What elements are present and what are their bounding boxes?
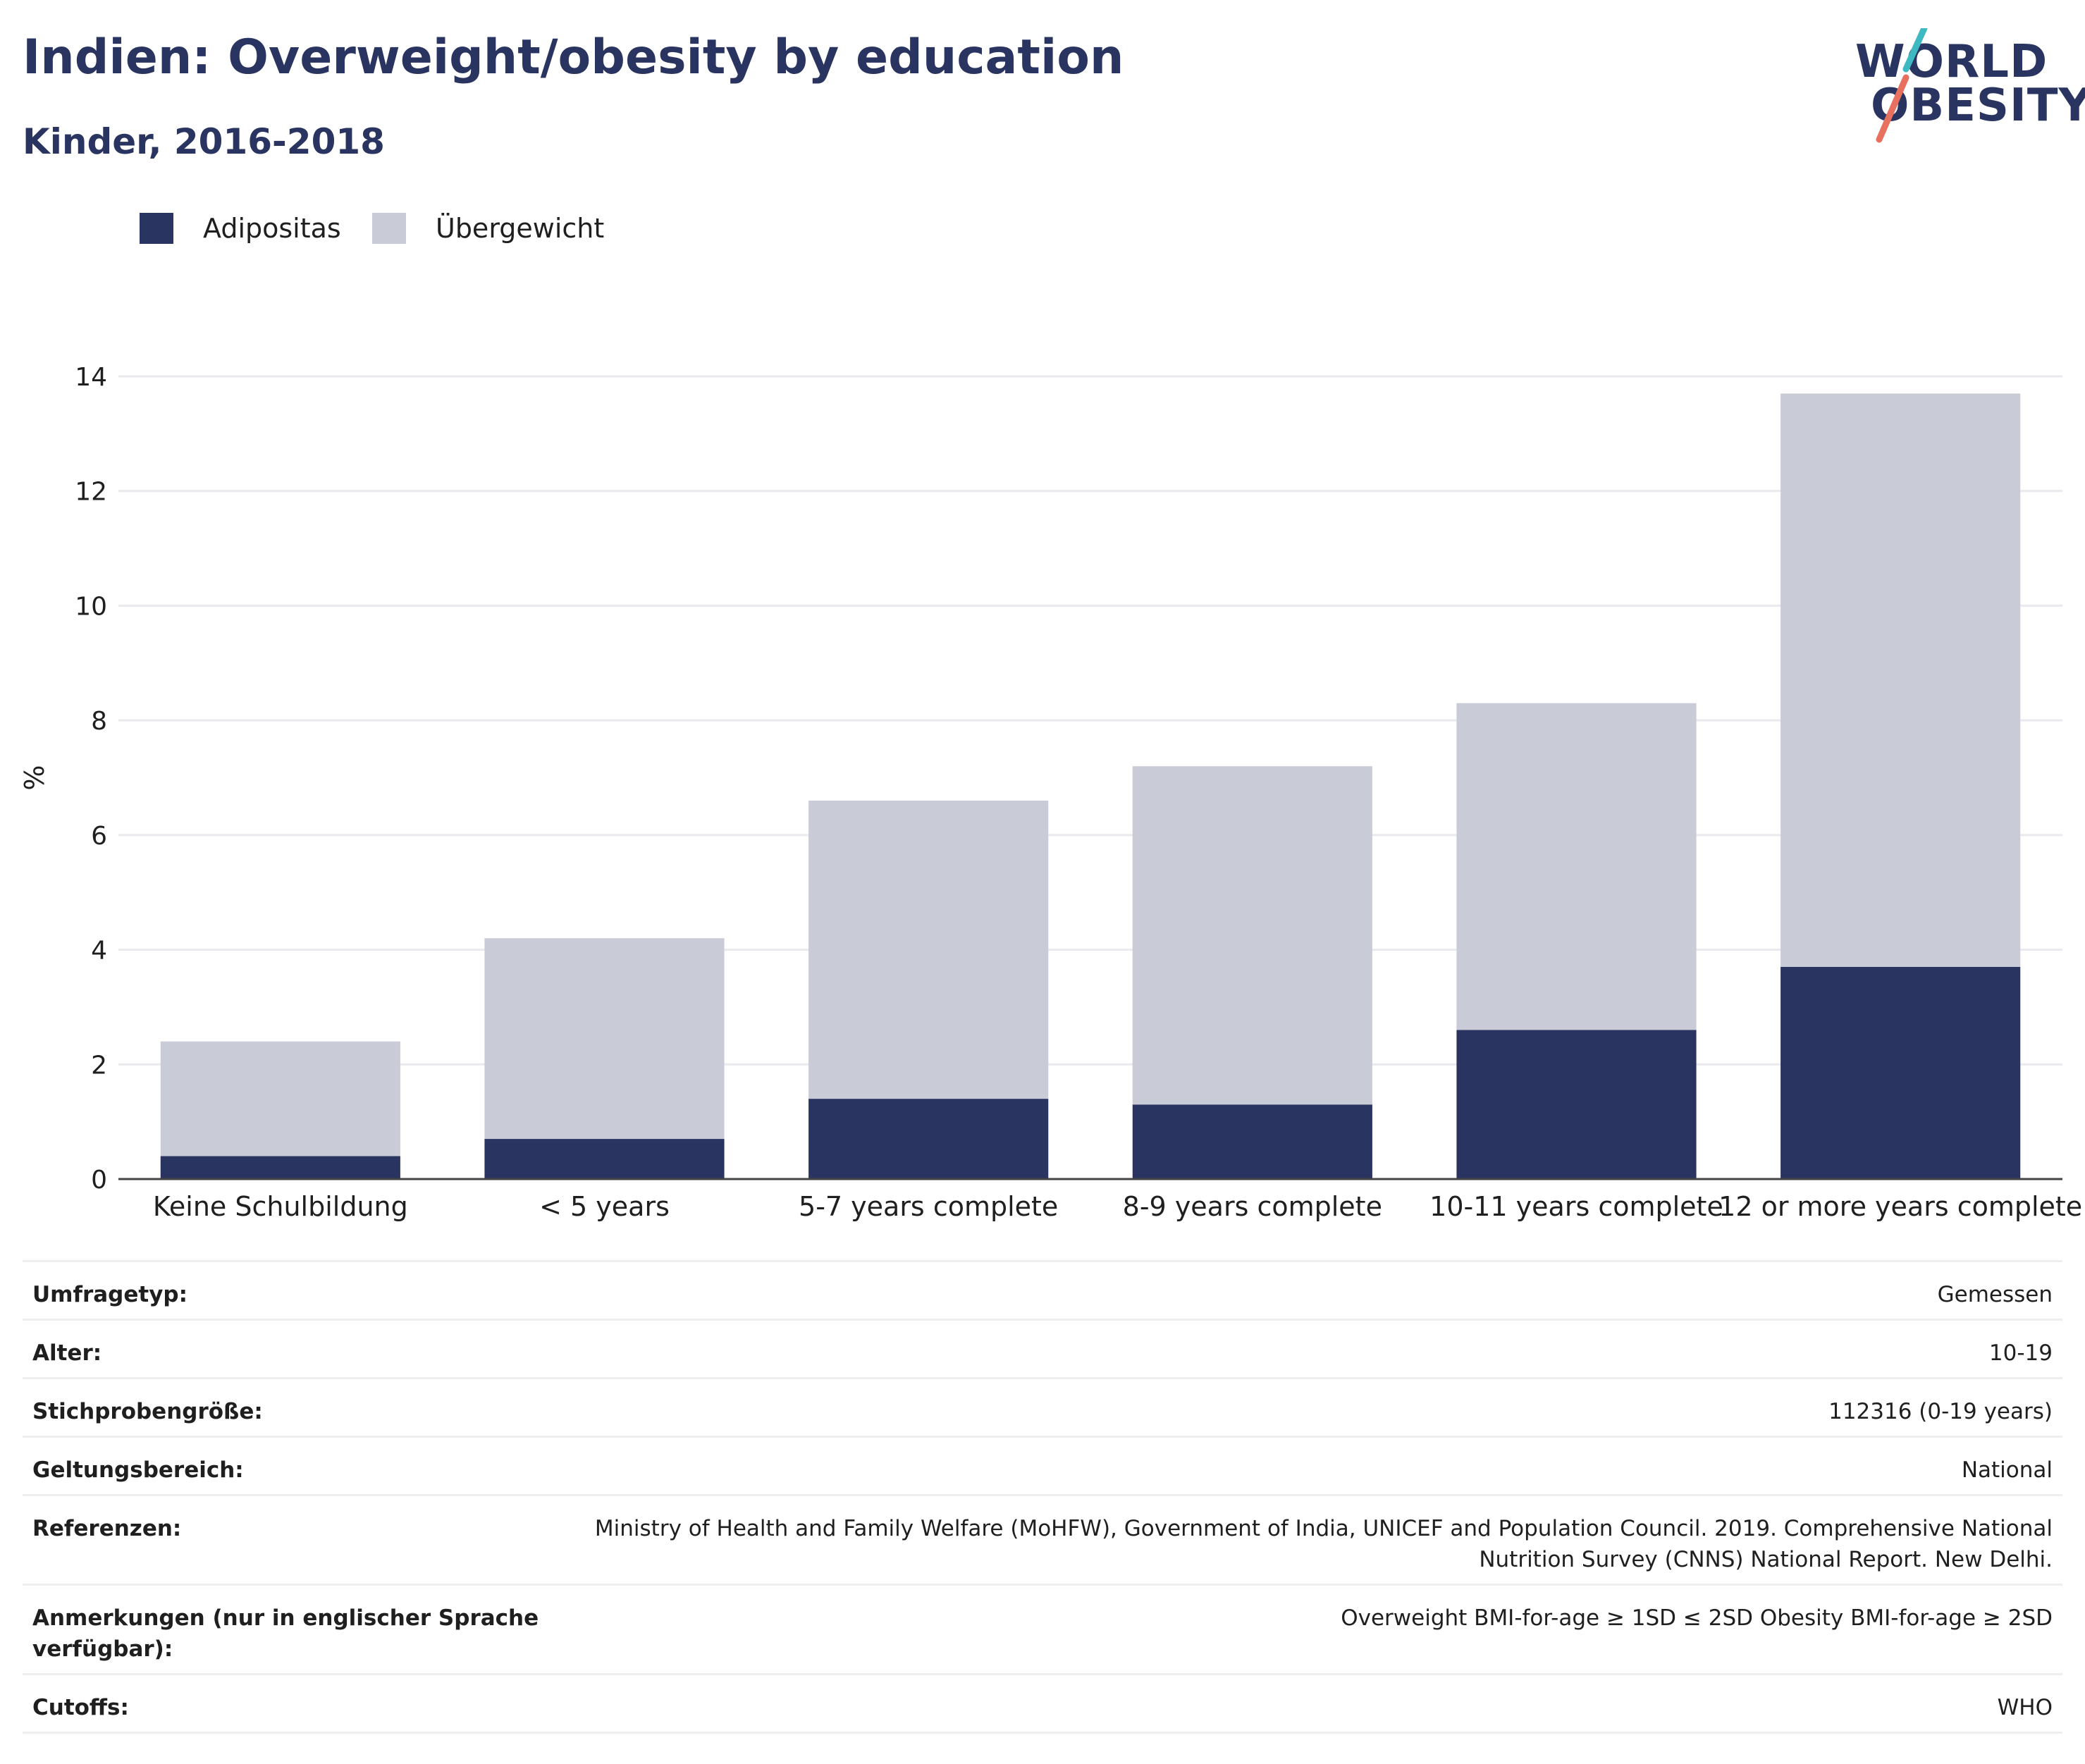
legend-swatch-adipositas xyxy=(140,213,173,244)
legend-label-uebergewicht: Übergewicht xyxy=(436,213,605,244)
y-tick-labels: 0 2 4 6 8 10 12 14 xyxy=(75,363,107,1195)
x-category-label: 8-9 years complete xyxy=(1123,1191,1382,1222)
y-tick-label: 2 xyxy=(91,1051,107,1080)
x-category-labels: Keine Schulbildung < 5 years 5-7 years com… xyxy=(153,1191,2082,1222)
bar-segment-adipositas xyxy=(160,1156,400,1179)
x-category-label: 10-11 years complete xyxy=(1429,1191,1723,1222)
meta-label: Geltungsbereich: xyxy=(32,1457,244,1483)
meta-value: Overweight BMI-for-age ≥ 1SD ≤ 2SD Obesi… xyxy=(1341,1605,2053,1631)
x-category-label: 12 or more years complete xyxy=(1718,1191,2082,1222)
y-tick-label: 0 xyxy=(91,1166,107,1195)
bar-segment-adipositas xyxy=(808,1099,1049,1179)
bar-segment-uebergewicht xyxy=(1132,766,1372,1105)
meta-row-notes: Anmerkungen (nur in englischer Sprache v… xyxy=(23,1584,2062,1673)
bar-segment-uebergewicht xyxy=(1456,703,1697,1030)
meta-label: Referenzen: xyxy=(32,1516,182,1541)
meta-label: Cutoffs: xyxy=(32,1695,129,1720)
metadata-table: Umfragetyp: Gemessen Alter: 10-19 Stichp… xyxy=(23,1260,2062,1734)
y-tick-label: 6 xyxy=(91,822,107,851)
y-tick-label: 10 xyxy=(75,592,107,621)
meta-label: Anmerkungen (nur in englischer Sprache v… xyxy=(32,1605,539,1662)
y-tick-label: 12 xyxy=(75,478,107,507)
legend-swatch-uebergewicht xyxy=(372,213,406,244)
meta-row-cutoffs: Cutoffs: WHO xyxy=(23,1673,2062,1734)
x-category-label: Keine Schulbildung xyxy=(153,1191,408,1222)
bar-chart: 0 2 4 6 8 10 12 14 Keine Schulbildung < 5 years 5… xyxy=(19,363,2082,1222)
bars xyxy=(160,393,2021,1179)
meta-value: National xyxy=(1961,1457,2053,1483)
meta-label: Umfragetyp: xyxy=(32,1282,187,1307)
logo-slash-icon xyxy=(1876,28,1928,143)
bar-segment-uebergewicht xyxy=(160,1041,400,1157)
meta-row-references: Referenzen: Ministry of Health and Famil… xyxy=(23,1494,2062,1584)
meta-row-age: Alter: 10-19 xyxy=(23,1319,2062,1377)
meta-row-survey-type: Umfragetyp: Gemessen xyxy=(23,1260,2062,1319)
x-category-label: 5-7 years complete xyxy=(799,1191,1058,1222)
bar-segment-uebergewicht xyxy=(1780,393,2021,967)
chart-title: Indien: Overweight/obesity by education xyxy=(23,30,1124,85)
meta-row-scope: Geltungsbereich: National xyxy=(23,1436,2062,1494)
bar-segment-uebergewicht xyxy=(484,938,725,1140)
meta-value: WHO xyxy=(1997,1695,2053,1720)
meta-label: Alter: xyxy=(32,1340,102,1366)
chart-subtitle: Kinder, 2016-2018 xyxy=(23,121,385,162)
meta-value: Ministry of Health and Family Welfare (M… xyxy=(594,1516,2053,1572)
gridlines xyxy=(118,375,2062,1066)
meta-value: Gemessen xyxy=(1937,1282,2053,1307)
bar-segment-adipositas xyxy=(1456,1030,1697,1179)
bar-segment-adipositas xyxy=(1132,1104,1372,1179)
x-category-label: < 5 years xyxy=(539,1191,670,1222)
logo-word-obesity: OBESITY xyxy=(1871,80,2085,132)
legend-label-adipositas: Adipositas xyxy=(203,213,341,244)
y-tick-label: 14 xyxy=(75,363,107,392)
world-obesity-logo: WORLD OBESITY xyxy=(1847,28,2085,148)
y-tick-label: 4 xyxy=(91,937,107,966)
bar-segment-adipositas xyxy=(484,1139,725,1179)
meta-value: 10-19 xyxy=(1988,1340,2053,1366)
y-tick-label: 8 xyxy=(91,707,107,736)
logo-word-world: WORLD xyxy=(1855,36,2048,88)
meta-label: Stichprobengröße: xyxy=(32,1399,263,1424)
bar-segment-adipositas xyxy=(1780,966,2021,1179)
y-axis-title: % xyxy=(19,765,50,790)
meta-value: 112316 (0-19 years) xyxy=(1828,1399,2053,1424)
meta-row-sample-size: Stichprobengröße: 112316 (0-19 years) xyxy=(23,1377,2062,1436)
bar-segment-uebergewicht xyxy=(808,801,1049,1099)
